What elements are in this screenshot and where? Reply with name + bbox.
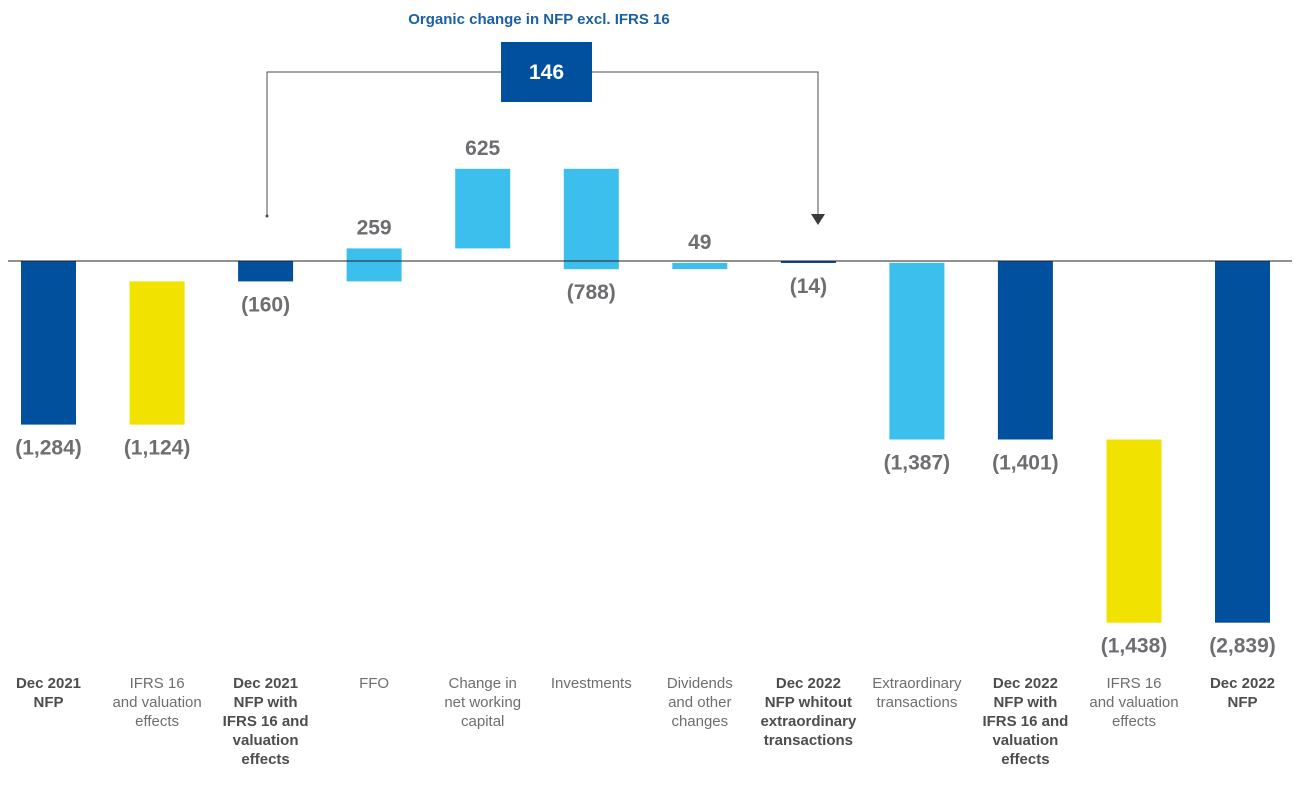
category-label-6: Investments [551, 675, 632, 692]
value-label-10: (1,401) [992, 452, 1059, 475]
category-line: and valuation [1089, 694, 1178, 711]
value-label-7: 49 [688, 231, 711, 254]
category-line: Dec 2022 [1210, 675, 1275, 692]
category-label-2: IFRS 16 and valuation effects [112, 675, 201, 730]
category-label-8: Dec 2022 NFP whitout extraordinary transact… [760, 675, 857, 749]
bar-2 [129, 281, 185, 425]
category-line: FFO [359, 675, 389, 692]
category-line: and other [668, 694, 731, 711]
category-line: IFRS 16 [1106, 675, 1161, 692]
value-label-8: (14) [790, 275, 827, 298]
value-label-3: (160) [241, 293, 290, 316]
category-line: effects [1112, 713, 1156, 730]
category-label-10: Dec 2022 NFP with IFRS 16 and valuation effe… [982, 675, 1068, 768]
bar-11 [1106, 439, 1162, 623]
category-label-1: Dec 2021 NFP [16, 675, 81, 711]
value-label-5: 625 [465, 137, 500, 160]
value-label-6: (788) [567, 281, 616, 304]
category-line: capital [461, 713, 504, 730]
value-label-4: 259 [357, 216, 392, 239]
category-line: Extraordinary [872, 675, 962, 692]
category-line: NFP with [993, 694, 1057, 711]
bar-7 [672, 262, 728, 270]
category-line: transactions [764, 732, 853, 749]
bar-5 [455, 168, 511, 249]
bar-3 [238, 261, 294, 282]
category-line: changes [671, 713, 728, 730]
bar-4 [346, 248, 402, 282]
category-line: IFRS 16 and [982, 713, 1068, 730]
category-line: effects [1001, 751, 1049, 768]
category-line: Change in [449, 675, 517, 692]
annotation-title: Organic change in NFP excl. IFRS 16 [408, 11, 669, 28]
category-label-9: Extraordinary transactions [872, 675, 962, 711]
annotation-value: 146 [529, 61, 564, 84]
category-line: effects [135, 713, 179, 730]
category-line: Dec 2022 [776, 675, 841, 692]
category-line: NFP whitout [765, 694, 852, 711]
category-line: and valuation [112, 694, 201, 711]
value-label-1: (1,284) [15, 437, 82, 460]
category-line: Investments [551, 675, 632, 692]
category-label-4: FFO [359, 675, 389, 692]
bar-1 [21, 261, 76, 425]
bar-10 [997, 261, 1053, 440]
category-label-12: Dec 2022 NFP [1210, 675, 1275, 711]
value-label-12: (2,839) [1209, 635, 1276, 658]
category-line: effects [241, 751, 289, 768]
bar-8 [780, 261, 836, 263]
category-line: Dec 2021 [233, 675, 298, 692]
value-label-9: (1,387) [884, 452, 951, 475]
bar-12 [1215, 261, 1270, 623]
category-line: valuation [992, 732, 1058, 749]
category-line: extraordinary [760, 713, 857, 730]
category-label-3: Dec 2021 NFP with IFRS 16 and valuation effe… [223, 675, 309, 768]
category-line: Dec 2021 [16, 675, 81, 692]
category-line: Dec 2022 [993, 675, 1058, 692]
organic-change-annotation: Organic change in NFP excl. IFRS 16 146 [265, 11, 825, 225]
bars-layer [21, 168, 1270, 623]
bracket-start-dot [265, 214, 269, 218]
category-line: IFRS 16 [130, 675, 185, 692]
bar-9 [889, 262, 945, 440]
category-line: NFP with [234, 694, 298, 711]
category-line: valuation [233, 732, 299, 749]
bracket-arrow-head [811, 214, 825, 225]
category-line: IFRS 16 and [223, 713, 309, 730]
category-label-7: Dividends and other changes [667, 675, 733, 730]
category-line: NFP [1228, 694, 1258, 711]
category-line: Dividends [667, 675, 733, 692]
value-labels: (1,284) (1,124) (160) 259 625 (788) 49 (14) (1,3… [15, 137, 1276, 658]
bar-6 [563, 168, 619, 270]
value-label-11: (1,438) [1101, 635, 1168, 658]
category-line: NFP [34, 694, 64, 711]
category-line: net working [444, 694, 521, 711]
annotation-value-box [501, 42, 592, 102]
category-label-5: Change in net working capital [444, 675, 521, 730]
value-label-2: (1,124) [124, 437, 191, 460]
category-line: transactions [876, 694, 957, 711]
category-label-11: IFRS 16 and valuation effects [1089, 675, 1178, 730]
